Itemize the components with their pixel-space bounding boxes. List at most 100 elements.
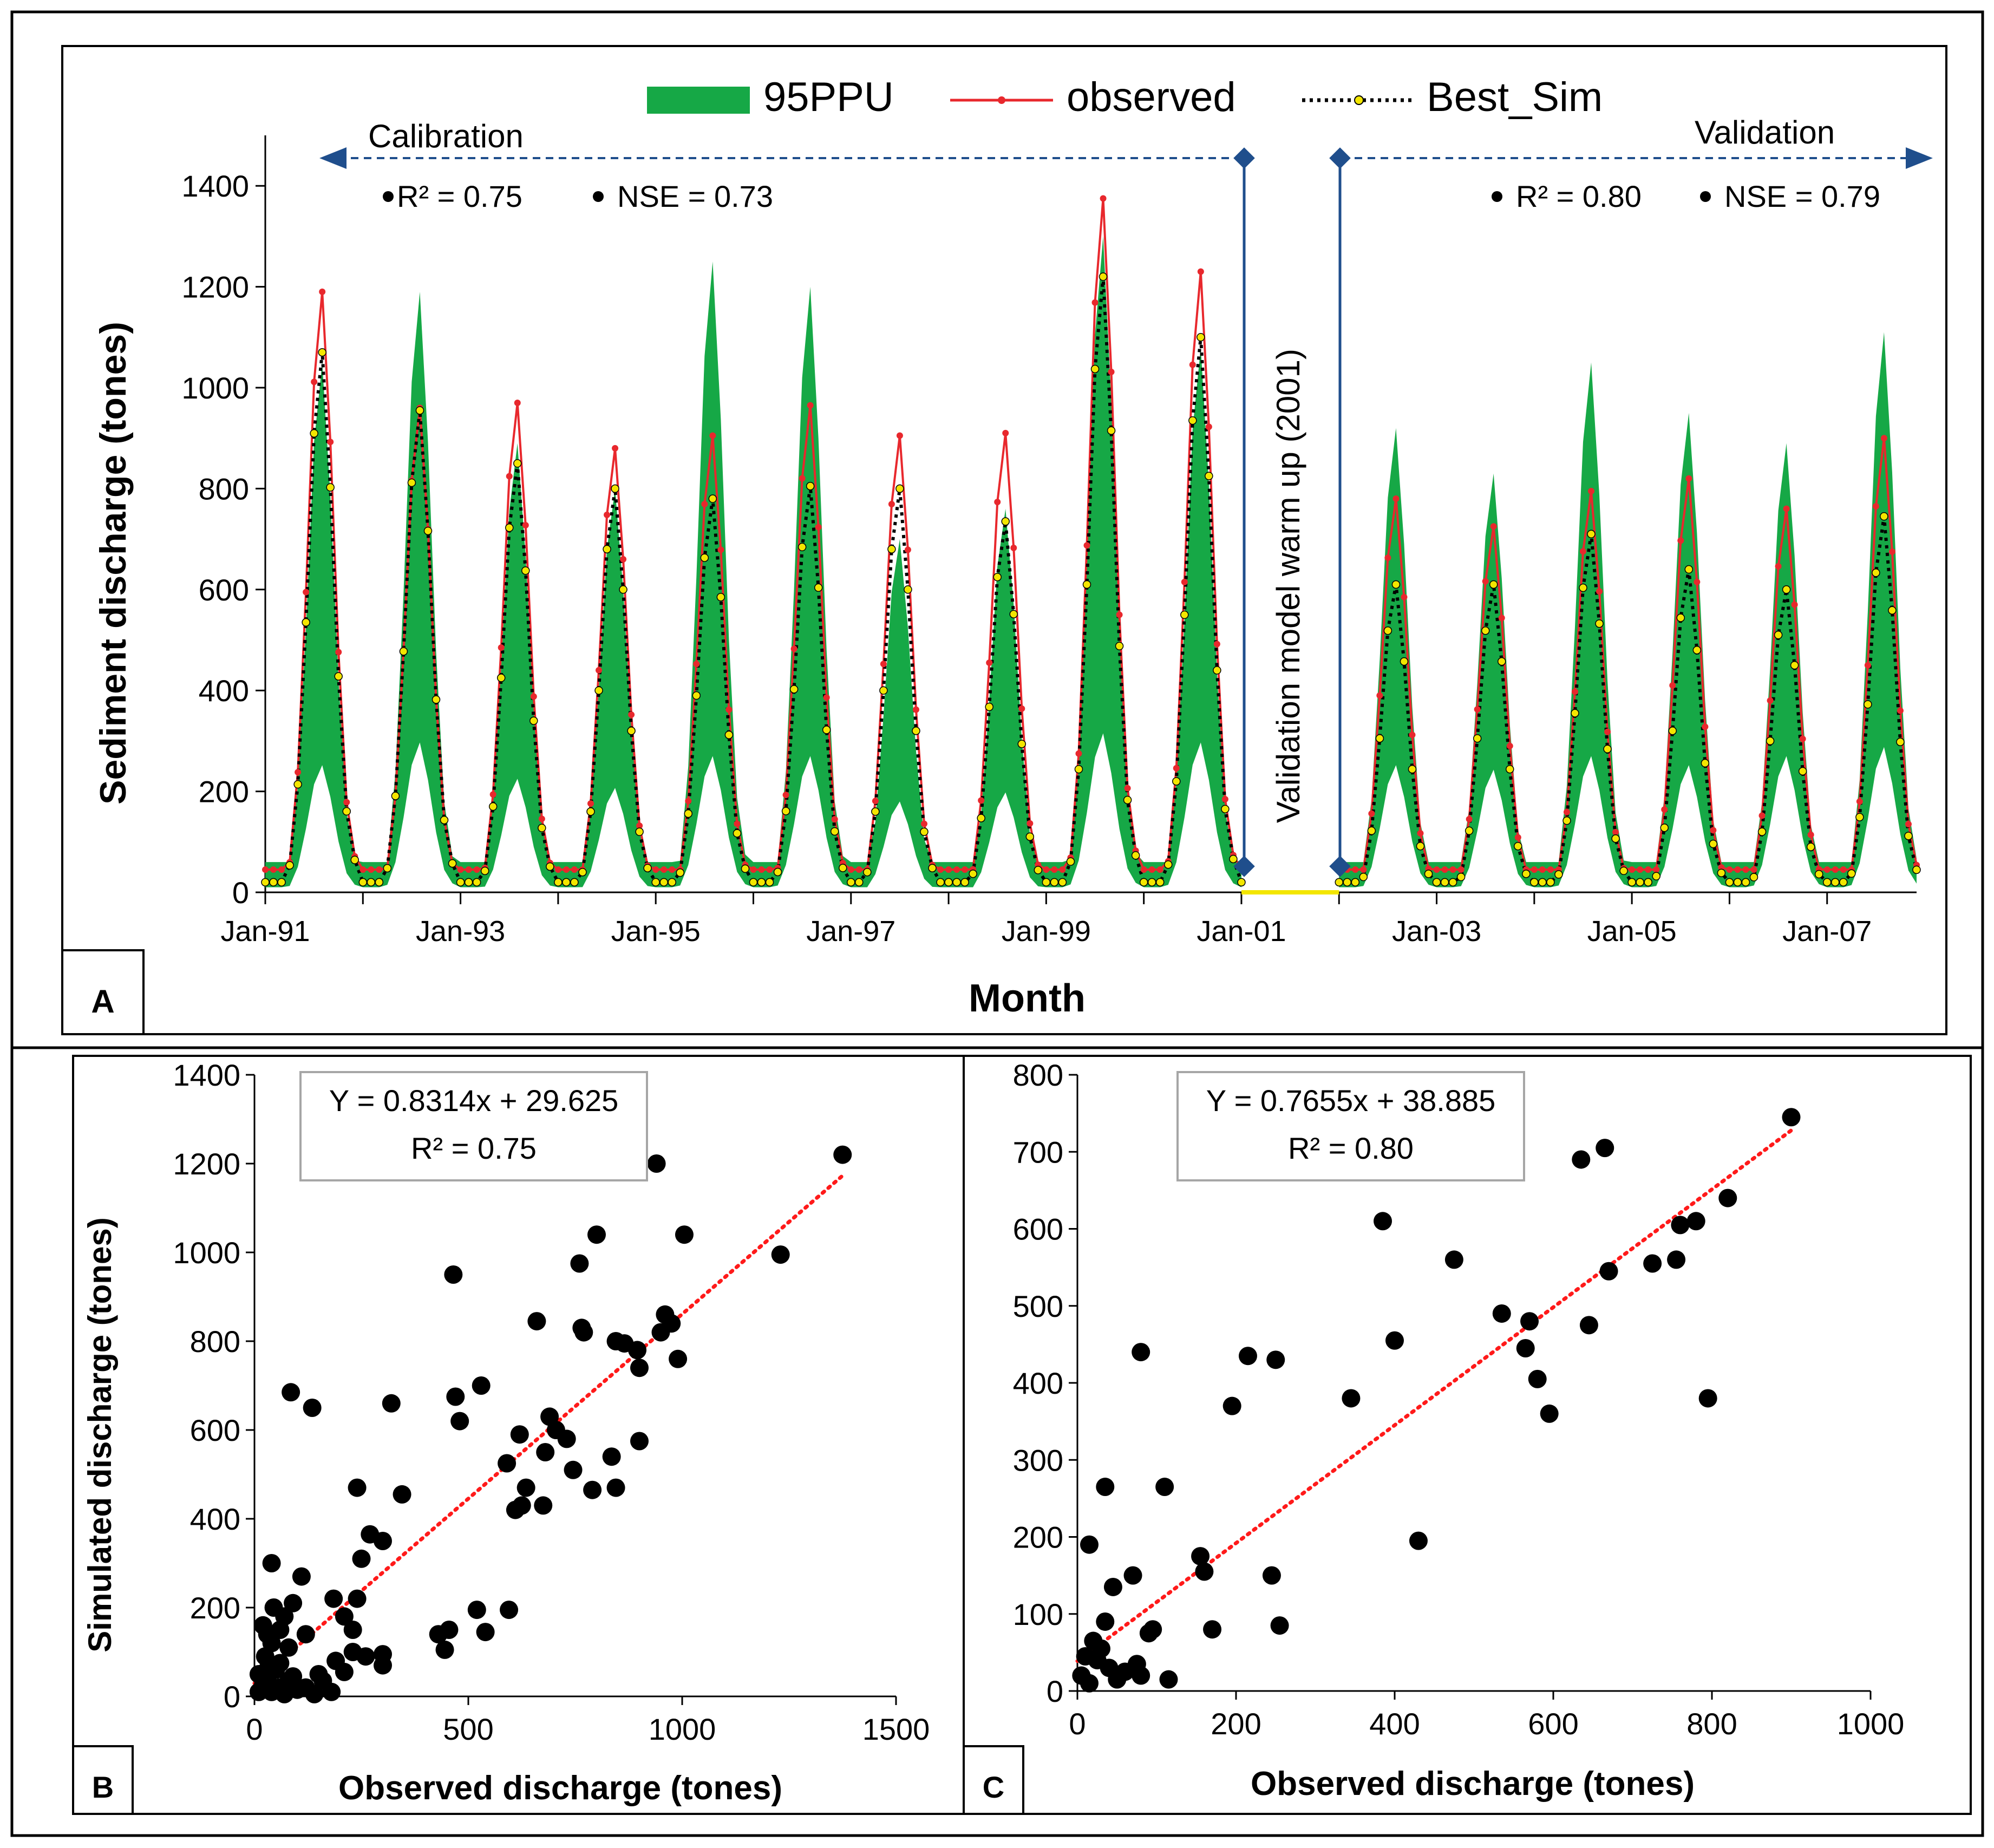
best-sim-point <box>1880 512 1888 521</box>
legend-label-95ppu: 95PPU <box>763 74 894 120</box>
observed-point <box>1051 866 1058 873</box>
best-sim-point <box>496 674 506 682</box>
observed-point <box>1409 732 1416 739</box>
b-point <box>324 1589 343 1608</box>
best-sim-point <box>1163 860 1173 869</box>
observed-point <box>1677 537 1684 544</box>
c-point <box>1195 1562 1214 1581</box>
b-point <box>262 1554 281 1572</box>
c-x-tick-label: 600 <box>1528 1707 1578 1741</box>
observed-point <box>620 556 627 563</box>
best-sim-point <box>977 814 985 822</box>
observed-point <box>855 866 862 873</box>
observed-point <box>1514 834 1521 841</box>
best-sim-point <box>1099 272 1108 281</box>
best-sim-point <box>1497 657 1506 666</box>
observed-point <box>872 798 879 805</box>
best-sim-point <box>1725 878 1734 887</box>
best-sim-point <box>895 484 904 493</box>
best-sim-point <box>659 878 668 887</box>
best-sim-point <box>1652 872 1660 880</box>
best-sim-point <box>1579 583 1587 592</box>
best-sim-point <box>1839 878 1848 887</box>
best-sim-point <box>1790 661 1799 670</box>
observed-point <box>1075 750 1082 757</box>
legend-swatch-95ppu <box>647 87 750 114</box>
b-point <box>606 1478 625 1497</box>
best-sim-point <box>1391 580 1401 589</box>
best-sim-point <box>700 553 709 562</box>
panel-c-series <box>1072 1108 1801 1693</box>
observed-point <box>1498 615 1505 622</box>
observed-point <box>1360 866 1367 873</box>
observed-point <box>1604 728 1611 735</box>
observed-point <box>1758 812 1766 819</box>
cal-nse-bullet <box>593 191 604 202</box>
b-point <box>374 1656 392 1675</box>
best-sim-point <box>521 566 530 575</box>
observed-point <box>986 659 993 666</box>
observed-point <box>937 866 944 873</box>
b-point <box>382 1394 401 1413</box>
legend-label-observed: observed <box>1067 74 1236 120</box>
b-point <box>498 1454 517 1473</box>
best-sim-point <box>1595 619 1604 628</box>
ppu-band-calibration <box>265 236 1241 887</box>
best-sim-point <box>692 691 701 700</box>
observed-point <box>701 501 708 508</box>
best-sim-point <box>407 478 416 487</box>
observed-point <box>1189 361 1196 368</box>
best-sim-point <box>1172 777 1181 786</box>
observed-point <box>1083 542 1090 549</box>
best-sim-point <box>1359 872 1368 881</box>
best-sim-point <box>1660 823 1669 832</box>
c-point <box>1718 1189 1737 1207</box>
observed-point <box>514 399 521 406</box>
best-sim-point <box>1400 657 1409 666</box>
b-point <box>833 1145 852 1164</box>
best-sim-point <box>1058 878 1067 887</box>
c-point <box>1782 1108 1801 1127</box>
best-sim-point <box>1367 826 1376 835</box>
b-point <box>356 1647 375 1666</box>
observed-point <box>530 693 537 700</box>
best-sim-point <box>1644 878 1652 887</box>
best-sim-point <box>342 807 351 816</box>
best-sim-point <box>952 878 961 887</box>
best-sim-point <box>1603 745 1612 754</box>
best-sim-point <box>1847 869 1856 878</box>
c-point <box>1132 1343 1150 1362</box>
best-sim-point <box>920 827 929 836</box>
best-sim-point <box>960 878 969 887</box>
b-point <box>305 1684 324 1703</box>
best-sim-point <box>1001 517 1010 526</box>
observed-point <box>1856 798 1863 805</box>
b-x-tick-label: 1000 <box>649 1712 716 1746</box>
best-sim-point <box>1709 839 1718 848</box>
c-point <box>1579 1316 1598 1335</box>
best-sim-point <box>529 716 538 725</box>
best-sim-point <box>285 861 294 870</box>
c-y-tick-label: 300 <box>1013 1443 1063 1477</box>
b-x-tick-label: 1500 <box>862 1712 930 1746</box>
observed-point <box>1702 723 1709 730</box>
panel-c-r2: R² = 0.80 <box>1288 1131 1414 1165</box>
b-point <box>450 1412 469 1431</box>
observed-point <box>1531 866 1538 873</box>
observed-point <box>847 866 854 873</box>
b-point <box>669 1349 688 1368</box>
best-sim-point <box>1408 765 1417 774</box>
observed-point <box>563 866 570 873</box>
observed-point <box>661 866 668 873</box>
best-sim-point <box>749 878 758 887</box>
b-point <box>506 1500 525 1519</box>
a-x-tick-label: Jan-97 <box>806 915 895 948</box>
best-sim-point <box>847 878 855 887</box>
b-point <box>628 1341 647 1360</box>
a-x-tick-label: Jan-99 <box>1002 915 1091 948</box>
observed-point <box>376 866 383 873</box>
best-sim-point <box>1107 426 1116 435</box>
best-sim-point <box>1416 841 1425 851</box>
observed-point <box>1043 866 1050 873</box>
c-point <box>1374 1212 1392 1231</box>
